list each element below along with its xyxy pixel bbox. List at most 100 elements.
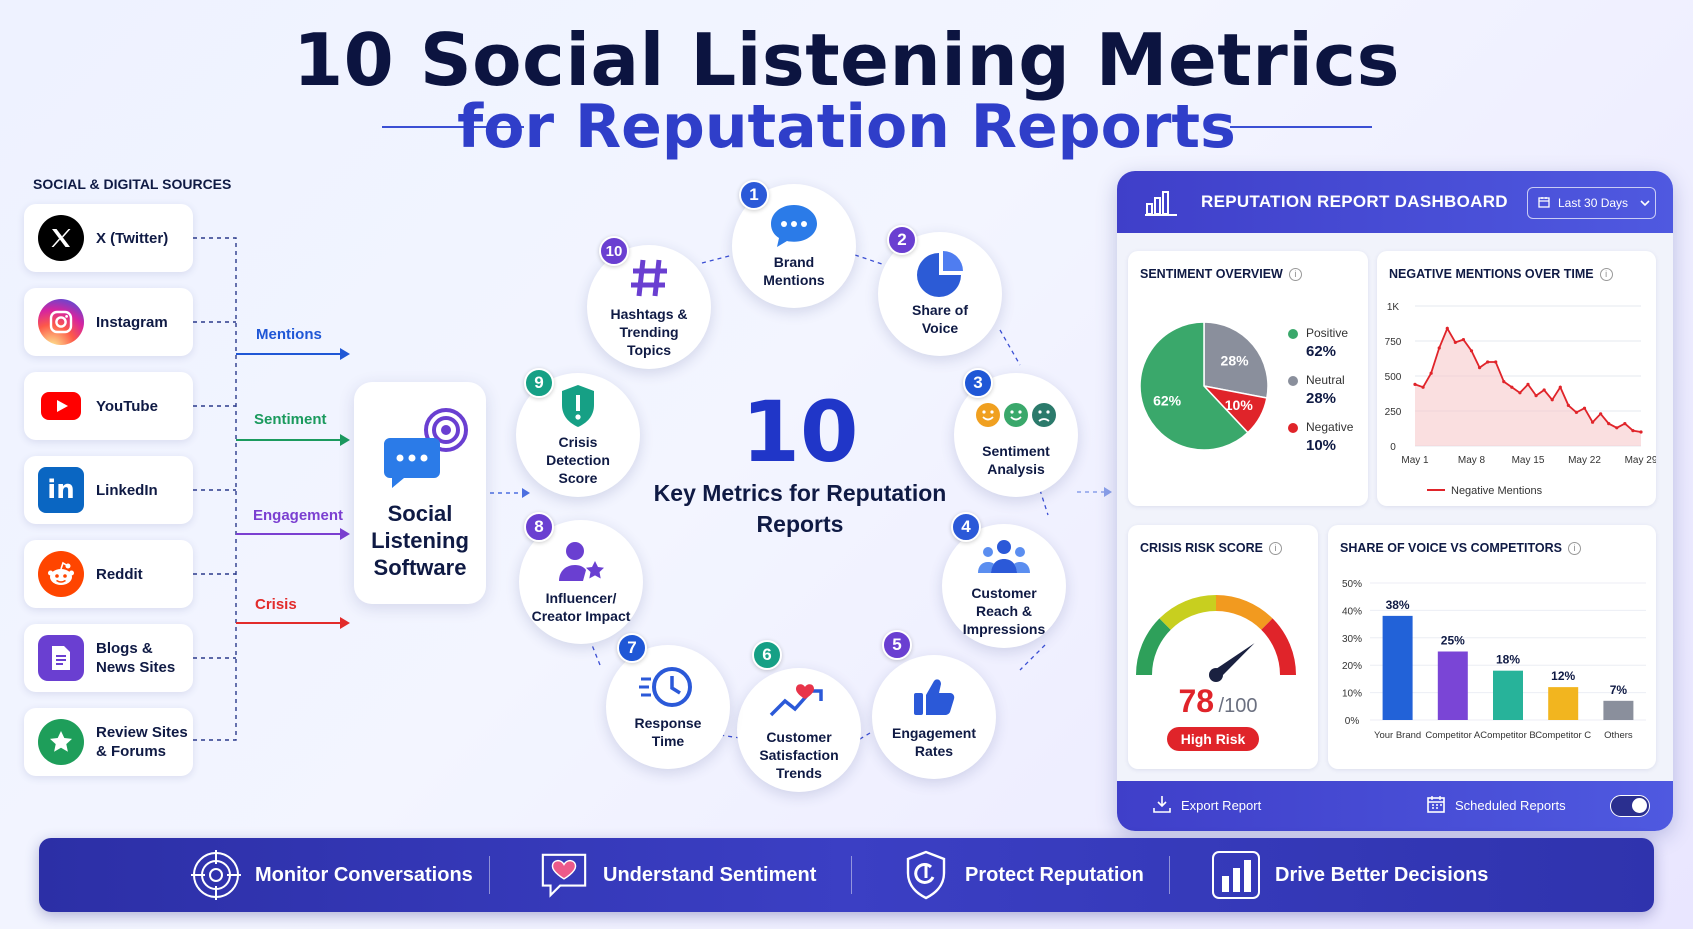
shield-alert-icon (558, 383, 598, 429)
benefit-label: Drive Better Decisions (1275, 863, 1489, 886)
center-label: Key Metrics for Reputation Reports (653, 480, 947, 537)
source-linkedin: in LinkedIn (24, 456, 193, 524)
dashboard-header: REPUTATION REPORT DASHBOARD Last 30 Days (1117, 171, 1673, 233)
bar-others (1603, 700, 1634, 720)
metric-number-badge: 5 (882, 630, 912, 660)
data-point (1494, 360, 1498, 364)
data-point (1582, 406, 1587, 410)
metric-label: Response Time (634, 715, 702, 749)
reputation-dashboard: REPUTATION REPORT DASHBOARD Last 30 Days… (1117, 171, 1673, 831)
bar-competitor-a (1437, 651, 1468, 720)
gauge-hub (1209, 668, 1223, 682)
pie-slice-label: 10% (1225, 397, 1254, 413)
y-tick-label: 1K (1387, 302, 1400, 313)
x-tick-label: Competitor B (1480, 730, 1535, 741)
data-point (1502, 380, 1506, 384)
social-listening-software-card: Social Listening Software (354, 382, 486, 604)
benefit-separator (489, 856, 490, 894)
info-icon: i (1568, 542, 1582, 555)
sentiment-pie-chart: 28% 10% 62% (1139, 321, 1269, 451)
thumbs-up-icon (912, 674, 956, 720)
dashboard-title: REPUTATION REPORT DASHBOARD (1201, 192, 1508, 211)
metric-number-badge: 10 (599, 236, 629, 266)
data-point (1615, 426, 1619, 430)
metric-label: Customer Satisfaction Trends (759, 729, 839, 781)
metric-number-badge: 9 (524, 368, 554, 398)
crisis-score-value: 78 (1178, 683, 1215, 719)
data-point (1542, 388, 1546, 392)
benefit-protect-reputation: Protect Reputation (901, 838, 1144, 912)
bar-competitor-c (1548, 687, 1579, 720)
export-report-button[interactable]: Export Report (1153, 795, 1261, 816)
data-point (1631, 429, 1635, 433)
crisis-risk-card: CRISIS RISK SCORE i 78 /100 High Risk (1128, 525, 1318, 769)
share-of-voice-bar-chart: 50% 40% 30% 20% 10% 0% 38% Your Brand 25% Competi… (1342, 579, 1646, 741)
scheduled-reports-toggle[interactable] (1610, 795, 1650, 817)
legend-label: Positive (1306, 326, 1349, 340)
source-label: Reddit (96, 565, 143, 583)
info-icon: i (1599, 268, 1613, 281)
data-point (1437, 346, 1441, 350)
y-tick-label: 0% (1345, 716, 1360, 727)
flow-label-engagement: Engagement (253, 507, 344, 524)
data-point (1453, 340, 1457, 344)
pie-slice-label: 28% (1221, 353, 1250, 369)
legend-dot (1288, 423, 1298, 433)
gauge-segment (1159, 595, 1217, 630)
data-point (1518, 391, 1522, 395)
sentiment-overview-card: SENTIMENT OVERVIEW i 28% 10% 62% Positive 62… (1128, 251, 1368, 506)
data-point (1461, 338, 1466, 342)
chat-signal-icon (380, 406, 470, 501)
legend-value: 10% (1306, 437, 1337, 454)
metric-label: Share of Voice (911, 302, 968, 336)
info-icon: i (1288, 268, 1302, 281)
linkedin-logo-icon: in (38, 467, 84, 513)
metric-customer-satisfaction: Customer Satisfaction Trends (737, 668, 861, 792)
legend-item-negative: Negative 10% (1288, 420, 1368, 454)
source-review-sites: Review Sites & Forums (24, 708, 193, 776)
metric-response-time: Response Time (606, 645, 730, 769)
y-tick-label: 500 (1385, 372, 1402, 383)
hub-label: Social Listening Software (371, 501, 469, 580)
calendar-icon (1538, 196, 1550, 211)
influencer-star-icon (557, 539, 605, 585)
data-point (1469, 349, 1474, 353)
data-point (1566, 403, 1570, 407)
y-tick-label: 250 (1385, 407, 1402, 418)
x-tick-label: May 22 (1568, 455, 1601, 466)
negative-area (1415, 328, 1641, 446)
data-point (1477, 366, 1482, 370)
x-tick-label: May 8 (1458, 455, 1486, 466)
chevron-down-icon (1640, 196, 1650, 210)
data-point (1639, 430, 1643, 434)
source-instagram: Instagram (24, 288, 193, 356)
high-risk-badge: High Risk (1167, 727, 1259, 751)
sources-heading: SOCIAL & DIGITAL SOURCES (33, 176, 232, 192)
bar-value-label: 25% (1441, 634, 1465, 648)
bar-your-brand (1382, 615, 1413, 720)
document-icon (38, 635, 84, 681)
metric-brand-mentions: Brand Mentions (732, 184, 856, 308)
data-point (1421, 385, 1425, 389)
bar-value-label: 18% (1496, 653, 1520, 667)
gauge-segment (1261, 618, 1296, 676)
x-tick-label: Competitor C (1535, 730, 1591, 741)
y-tick-label: 50% (1342, 579, 1362, 590)
bar-value-label: 7% (1610, 683, 1628, 697)
scheduled-reports-label: Scheduled Reports (1455, 798, 1566, 813)
data-point (1486, 360, 1490, 364)
source-label: YouTube (96, 397, 158, 415)
data-point (1429, 371, 1433, 375)
heart-chat-icon (539, 850, 589, 900)
metric-engagement-rates: Engagement Rates (872, 655, 996, 779)
card-title: CRISIS RISK SCORE i (1140, 541, 1282, 555)
data-point (1526, 382, 1530, 386)
toggle-knob (1632, 798, 1647, 813)
y-tick-label: 20% (1342, 661, 1362, 672)
trend-heart-icon (767, 678, 831, 724)
metric-number-badge: 8 (524, 512, 554, 542)
metric-sentiment-analysis: Sentiment Analysis (954, 373, 1078, 497)
x-logo-icon (38, 215, 84, 261)
youtube-logo-icon (38, 383, 84, 429)
date-range-dropdown[interactable]: Last 30 Days (1527, 187, 1656, 219)
